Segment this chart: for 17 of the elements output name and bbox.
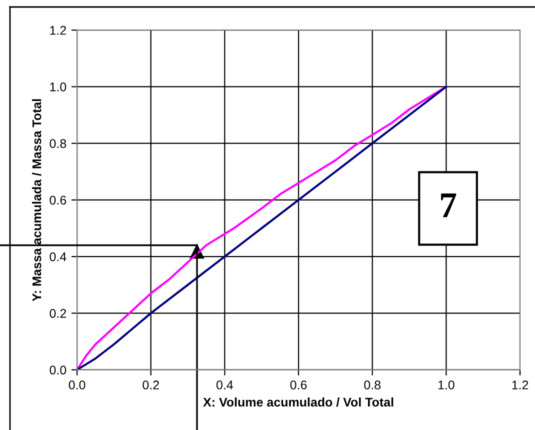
y-axis-title: Y: Massa acumulada / Massa Total — [32, 99, 42, 302]
annotation: 7 — [441, 193, 456, 218]
x-tick-label: 0.2 — [142, 380, 159, 390]
y-tick-label: 0.6 — [50, 196, 66, 205]
x-tick-label: 0.0 — [68, 380, 86, 390]
x-tick-label: 1.0 — [438, 380, 454, 390]
x-tick-label: 1.2 — [512, 380, 528, 390]
y-tick-label: 1.0 — [50, 82, 66, 92]
y-tick-label: 0.8 — [50, 139, 66, 148]
y-tick-label: 1.2 — [50, 26, 66, 35]
y-tick-label: 0.0 — [50, 366, 66, 374]
y-tick-label: 0.4 — [50, 252, 66, 262]
x-tick-label: 0.4 — [216, 380, 234, 390]
x-tick-label: 0.6 — [290, 380, 307, 390]
x-tick-label: 0.8 — [364, 380, 381, 390]
y-tick-label: 0.2 — [50, 308, 66, 318]
x-axis-title: X: Volume acumulado / Vol Total — [203, 397, 394, 407]
